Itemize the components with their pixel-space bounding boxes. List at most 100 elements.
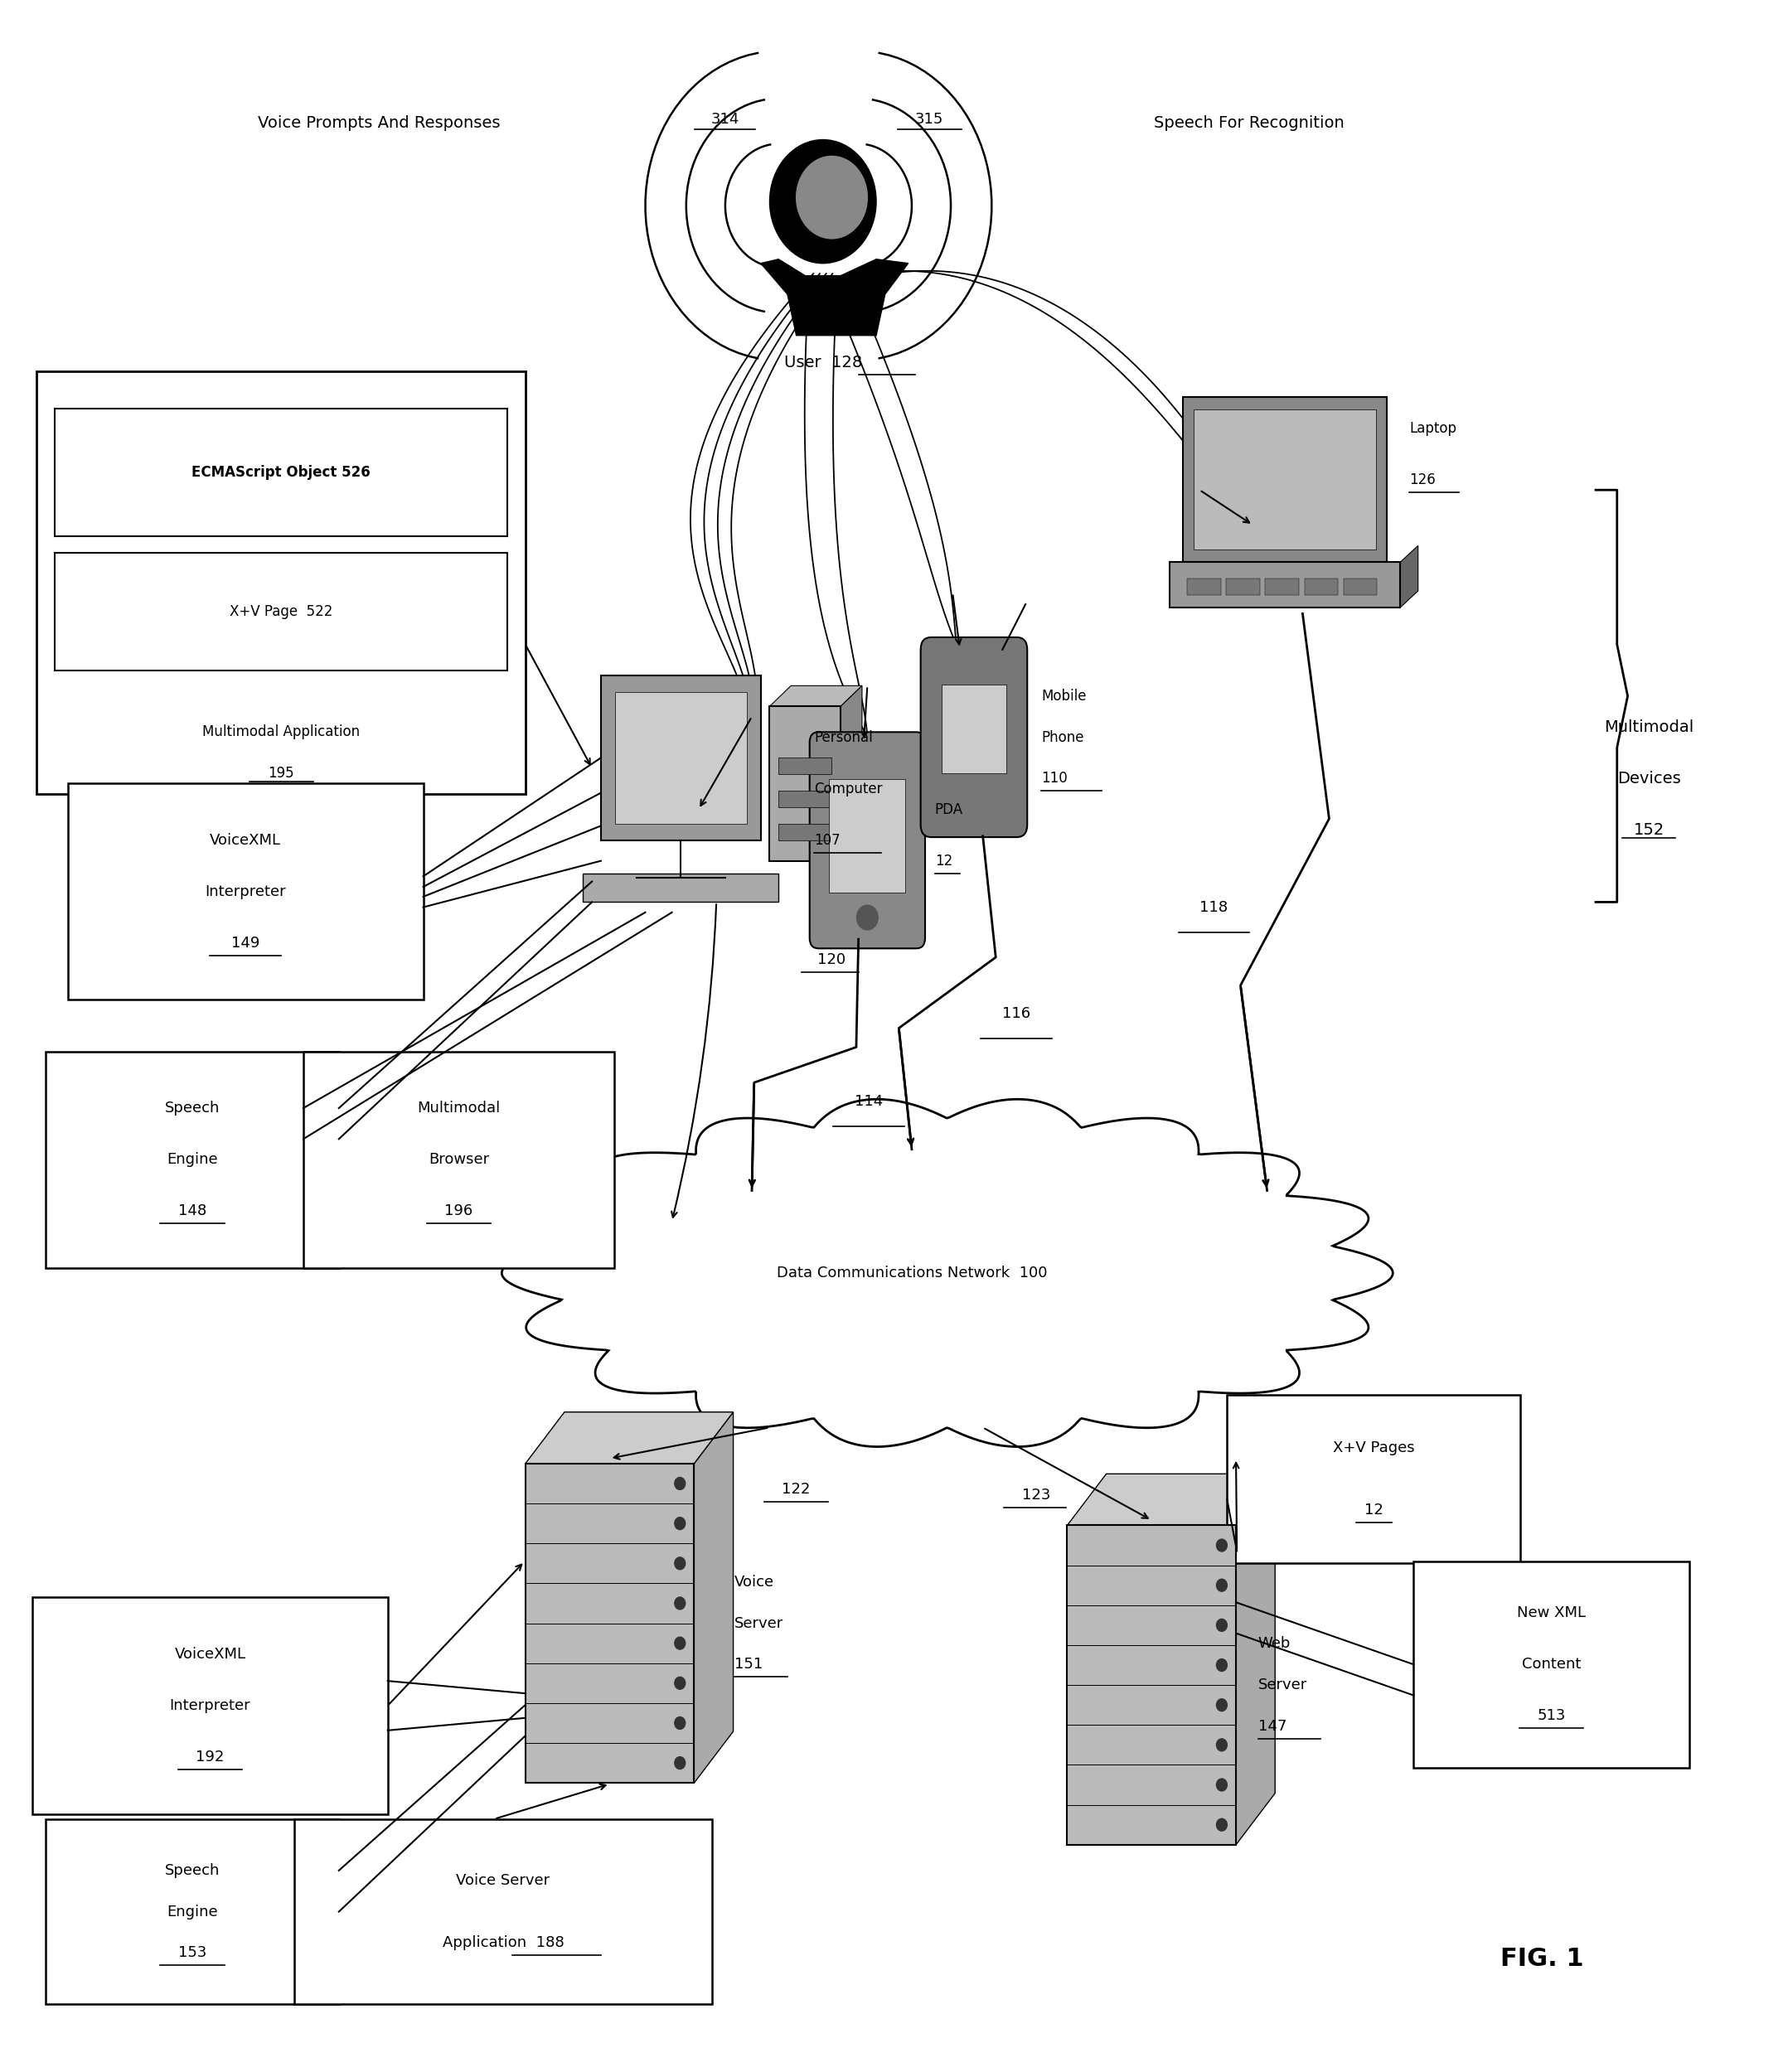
Text: 110: 110: [1041, 771, 1067, 785]
FancyBboxPatch shape: [1187, 578, 1221, 595]
Text: 12: 12: [1364, 1502, 1384, 1517]
Text: 152: 152: [1634, 823, 1665, 837]
Circle shape: [1216, 1819, 1227, 1832]
Text: New XML: New XML: [1516, 1606, 1586, 1620]
Text: 148: 148: [179, 1204, 206, 1218]
Polygon shape: [1067, 1473, 1275, 1525]
Text: Multimodal: Multimodal: [417, 1100, 501, 1115]
Text: Interpreter: Interpreter: [170, 1699, 250, 1714]
Text: Devices: Devices: [1616, 771, 1681, 785]
Text: ECMAScript Object 526: ECMAScript Object 526: [191, 464, 370, 481]
Text: VoiceXML: VoiceXML: [175, 1647, 245, 1662]
Text: Computer: Computer: [814, 781, 883, 796]
Circle shape: [1216, 1738, 1227, 1751]
Text: Content: Content: [1522, 1658, 1581, 1672]
Text: 126: 126: [1409, 472, 1436, 487]
FancyBboxPatch shape: [942, 684, 1007, 773]
FancyBboxPatch shape: [601, 675, 760, 841]
Circle shape: [769, 139, 876, 263]
Text: Speech: Speech: [164, 1863, 220, 1877]
Circle shape: [674, 1676, 685, 1689]
Text: 116: 116: [1001, 1007, 1030, 1021]
Text: VoiceXML: VoiceXML: [209, 833, 281, 847]
Polygon shape: [1400, 545, 1418, 607]
FancyBboxPatch shape: [1343, 578, 1377, 595]
FancyBboxPatch shape: [615, 692, 747, 825]
Circle shape: [674, 1477, 685, 1490]
Text: Data Communications Network  100: Data Communications Network 100: [776, 1266, 1048, 1280]
FancyBboxPatch shape: [1266, 578, 1300, 595]
FancyBboxPatch shape: [921, 638, 1028, 837]
Circle shape: [1216, 1539, 1227, 1552]
Polygon shape: [694, 1411, 733, 1782]
Text: 123: 123: [1023, 1488, 1050, 1502]
Text: 12: 12: [935, 854, 953, 868]
Text: Phone: Phone: [1041, 729, 1084, 744]
Text: Engine: Engine: [166, 1904, 218, 1919]
Text: 122: 122: [781, 1481, 810, 1496]
FancyBboxPatch shape: [32, 1598, 388, 1813]
Circle shape: [674, 1637, 685, 1649]
Text: 192: 192: [197, 1749, 224, 1765]
Text: Application  188: Application 188: [442, 1935, 563, 1950]
Text: FIG. 1: FIG. 1: [1500, 1948, 1584, 1970]
Text: Mobile: Mobile: [1041, 688, 1087, 704]
FancyBboxPatch shape: [1227, 578, 1261, 595]
FancyBboxPatch shape: [304, 1051, 615, 1268]
Polygon shape: [769, 686, 862, 707]
Text: 151: 151: [735, 1658, 762, 1672]
Circle shape: [674, 1598, 685, 1610]
FancyBboxPatch shape: [778, 825, 831, 841]
Polygon shape: [502, 1100, 1393, 1446]
FancyBboxPatch shape: [295, 1819, 712, 2004]
FancyBboxPatch shape: [583, 872, 778, 901]
Polygon shape: [760, 259, 908, 336]
Text: 114: 114: [855, 1094, 883, 1109]
Text: Engine: Engine: [166, 1152, 218, 1167]
FancyBboxPatch shape: [1414, 1562, 1690, 1767]
Circle shape: [856, 905, 878, 930]
FancyBboxPatch shape: [1067, 1525, 1236, 1844]
Text: Voice: Voice: [735, 1575, 774, 1589]
Text: 149: 149: [231, 937, 259, 951]
Text: 118: 118: [1200, 901, 1228, 916]
Circle shape: [1216, 1699, 1227, 1711]
FancyBboxPatch shape: [1169, 562, 1400, 607]
Text: Interpreter: Interpreter: [206, 885, 286, 899]
Circle shape: [674, 1517, 685, 1529]
Polygon shape: [840, 686, 862, 860]
Text: Server: Server: [735, 1616, 783, 1631]
FancyBboxPatch shape: [55, 553, 508, 669]
Text: 107: 107: [814, 833, 840, 847]
Text: Multimodal Application: Multimodal Application: [202, 725, 359, 740]
FancyBboxPatch shape: [1193, 410, 1377, 549]
Text: 314: 314: [712, 112, 740, 126]
Text: 196: 196: [445, 1204, 474, 1218]
Polygon shape: [1236, 1473, 1275, 1844]
Text: Voice Prompts And Responses: Voice Prompts And Responses: [257, 116, 501, 131]
FancyBboxPatch shape: [68, 783, 424, 1001]
FancyBboxPatch shape: [46, 1051, 340, 1268]
FancyBboxPatch shape: [769, 707, 840, 860]
Text: 147: 147: [1259, 1720, 1287, 1734]
FancyBboxPatch shape: [778, 792, 831, 808]
Text: X+V Page  522: X+V Page 522: [229, 605, 333, 620]
Circle shape: [674, 1718, 685, 1730]
Circle shape: [1216, 1618, 1227, 1631]
Circle shape: [1216, 1579, 1227, 1591]
FancyBboxPatch shape: [1305, 578, 1337, 595]
Circle shape: [796, 155, 867, 238]
FancyBboxPatch shape: [1182, 398, 1387, 562]
Text: Speech: Speech: [164, 1100, 220, 1115]
Text: 153: 153: [179, 1946, 207, 1960]
Polygon shape: [526, 1411, 733, 1463]
Text: User  128: User 128: [783, 354, 862, 371]
FancyBboxPatch shape: [38, 371, 526, 794]
Text: 513: 513: [1538, 1709, 1566, 1724]
FancyBboxPatch shape: [1227, 1394, 1520, 1564]
Circle shape: [1216, 1778, 1227, 1790]
FancyBboxPatch shape: [46, 1819, 340, 2004]
Text: Voice Server: Voice Server: [456, 1873, 551, 1888]
Text: Server: Server: [1259, 1678, 1307, 1693]
Text: 195: 195: [268, 767, 295, 781]
